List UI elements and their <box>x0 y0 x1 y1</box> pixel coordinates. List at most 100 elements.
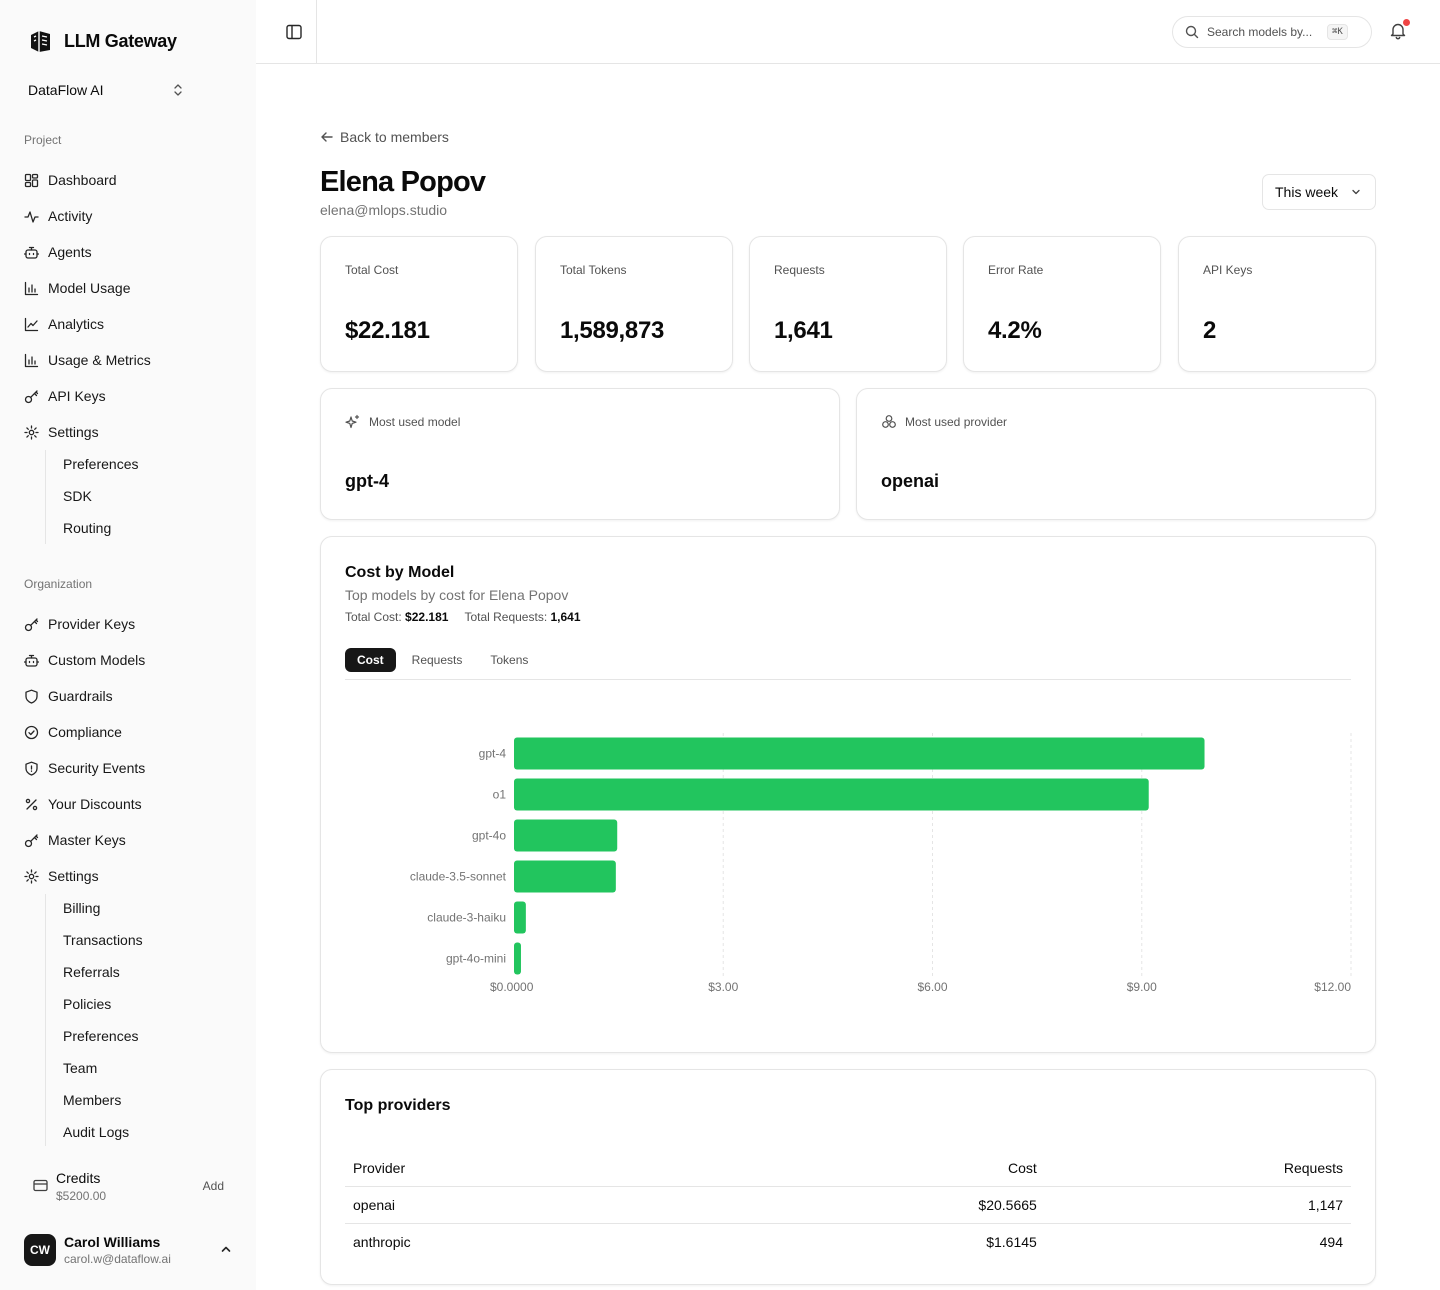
sidebar-item-label: Settings <box>48 868 99 884</box>
sidebar-item-dashboard[interactable]: Dashboard <box>24 170 117 190</box>
column-header-cost: Cost <box>644 1150 1045 1187</box>
bar-claude-3-haiku[interactable] <box>514 901 526 934</box>
stat-card-error-rate: Error Rate 4.2% <box>963 236 1161 372</box>
stat-value: $22.181 <box>345 317 430 344</box>
total-cost-summary: Total Cost: $22.181 <box>345 610 448 624</box>
sidebar-item-api-keys[interactable]: API Keys <box>24 386 106 406</box>
gear-icon <box>24 424 39 440</box>
sidebar-item-custom-models[interactable]: Custom Models <box>24 650 145 670</box>
arrow-left-icon <box>320 130 334 144</box>
x-tick-label: $3.00 <box>708 980 738 994</box>
brand[interactable]: LLM Gateway <box>28 28 177 54</box>
requests-cell: 1,147 <box>1044 1186 1351 1224</box>
add-credits-button[interactable]: Add <box>202 1179 224 1193</box>
boxes-icon <box>881 414 897 430</box>
most-used-provider-header: Most used provider <box>881 414 1007 430</box>
sidebar-item-security-events[interactable]: Security Events <box>24 758 145 778</box>
key-icon <box>24 617 39 632</box>
x-tick-label: $0.0000 <box>490 980 534 994</box>
chevron-down-icon <box>1351 187 1361 197</box>
sidebar-item-label: Settings <box>48 424 99 440</box>
stat-label: Error Rate <box>988 263 1044 277</box>
logo-icon <box>28 28 54 54</box>
sidebar-subitem-members[interactable]: Members <box>63 1092 122 1108</box>
sidebar-subitem-billing[interactable]: Billing <box>63 900 101 916</box>
sidebar-toggle-icon[interactable] <box>284 22 304 42</box>
sparkles-icon <box>345 414 361 430</box>
bar-chart-icon <box>24 353 39 368</box>
sidebar-item-guardrails[interactable]: Guardrails <box>24 686 113 706</box>
sidebar-subitem-transactions[interactable]: Transactions <box>63 932 143 948</box>
credits-label: Credits <box>56 1170 101 1186</box>
bell-icon[interactable] <box>1390 22 1406 40</box>
date-range-select[interactable]: This week <box>1262 174 1376 210</box>
sidebar-item-settings[interactable]: Settings <box>24 866 99 886</box>
sidebar-item-label: Master Keys <box>48 832 126 848</box>
bar-gpt-4o-mini[interactable] <box>514 942 521 975</box>
sidebar-subitem-sdk[interactable]: SDK <box>63 488 92 504</box>
bar-gpt-4[interactable] <box>514 737 1205 770</box>
sidebar-subitem-team[interactable]: Team <box>63 1060 98 1076</box>
subnav-line <box>45 450 46 544</box>
sidebar-subitem-referrals[interactable]: Referrals <box>63 964 120 980</box>
org-switcher[interactable]: DataFlow AI <box>28 80 184 100</box>
back-link[interactable]: Back to members <box>320 129 449 145</box>
sidebar-item-agents[interactable]: Agents <box>24 242 92 262</box>
sidebar-item-settings[interactable]: Settings <box>24 422 99 442</box>
providers-table: Provider Cost Requests openai $20.5665 1… <box>345 1150 1351 1260</box>
stat-card-api-keys: API Keys 2 <box>1178 236 1376 372</box>
sidebar-subitem-audit-logs[interactable]: Audit Logs <box>63 1124 130 1140</box>
bar-chart-icon <box>24 281 39 296</box>
member-email: elena@mlops.studio <box>320 202 448 218</box>
sidebar: LLM Gateway DataFlow AI Project Dashboar… <box>0 0 256 1290</box>
notification-dot <box>1403 19 1410 26</box>
sidebar-subitem-policies[interactable]: Policies <box>63 996 112 1012</box>
stat-value: 1,641 <box>774 317 833 344</box>
cost-cell: $20.5665 <box>644 1186 1045 1224</box>
section-label-organization: Organization <box>24 577 93 591</box>
sidebar-item-label: Analytics <box>48 316 105 332</box>
activity-icon <box>24 209 39 224</box>
divider <box>316 0 317 64</box>
bar-gpt-4o[interactable] <box>514 819 618 852</box>
cost-cell: $1.6145 <box>986 1233 1037 1250</box>
tab-cost[interactable]: Cost <box>345 648 396 672</box>
sidebar-item-master-keys[interactable]: Master Keys <box>24 830 126 850</box>
total-cost-label: Total Cost: <box>345 610 402 624</box>
bar-o1[interactable] <box>514 778 1149 811</box>
most-used-provider-label: Most used provider <box>905 415 1008 429</box>
x-tick-label: $6.00 <box>917 980 947 994</box>
stat-label: Total Tokens <box>560 263 627 277</box>
sidebar-subitem-routing[interactable]: Routing <box>63 520 112 536</box>
sidebar-item-label: Compliance <box>48 724 122 740</box>
total-cost-value: $22.181 <box>405 610 449 624</box>
sidebar-item-analytics[interactable]: Analytics <box>24 314 104 334</box>
sidebar-subitem-preferences[interactable]: Preferences <box>63 456 139 472</box>
gear-icon <box>24 868 39 884</box>
sidebar-item-model-usage[interactable]: Model Usage <box>24 278 131 298</box>
y-tick-label: claude-3-haiku <box>427 911 506 925</box>
search-input[interactable] <box>1207 25 1319 39</box>
tab-requests[interactable]: Requests <box>411 653 463 667</box>
sidebar-item-activity[interactable]: Activity <box>24 206 92 226</box>
sidebar-item-compliance[interactable]: Compliance <box>24 722 122 742</box>
sidebar-item-usage-metrics[interactable]: Usage & Metrics <box>24 350 151 370</box>
sidebar-item-provider-keys[interactable]: Provider Keys <box>24 614 135 634</box>
y-tick-label: o1 <box>493 788 507 802</box>
chart-title: Cost by Model <box>345 564 455 581</box>
bar-claude-3.5-sonnet[interactable] <box>514 860 616 893</box>
user-menu[interactable]: CW Carol Williams carol.w@dataflow.ai <box>24 1234 236 1266</box>
user-name: Carol Williams <box>64 1234 161 1250</box>
sidebar-item-label: Security Events <box>48 760 146 776</box>
column-header-provider: Provider <box>345 1150 645 1187</box>
most-used-model-label: Most used model <box>369 415 461 429</box>
stat-card-total-tokens: Total Tokens 1,589,873 <box>535 236 733 372</box>
tab-tokens[interactable]: Tokens <box>490 653 529 667</box>
table-header-row: Provider Cost Requests <box>345 1150 1351 1187</box>
shield-alert-icon <box>24 761 39 776</box>
shortcut-badge: ⌘K <box>1327 24 1348 40</box>
search-box[interactable]: ⌘K <box>1172 16 1372 48</box>
sidebar-item-your-discounts[interactable]: Your Discounts <box>24 794 142 814</box>
sidebar-subitem-preferences[interactable]: Preferences <box>63 1028 139 1044</box>
topbar: ⌘K <box>256 0 1440 64</box>
